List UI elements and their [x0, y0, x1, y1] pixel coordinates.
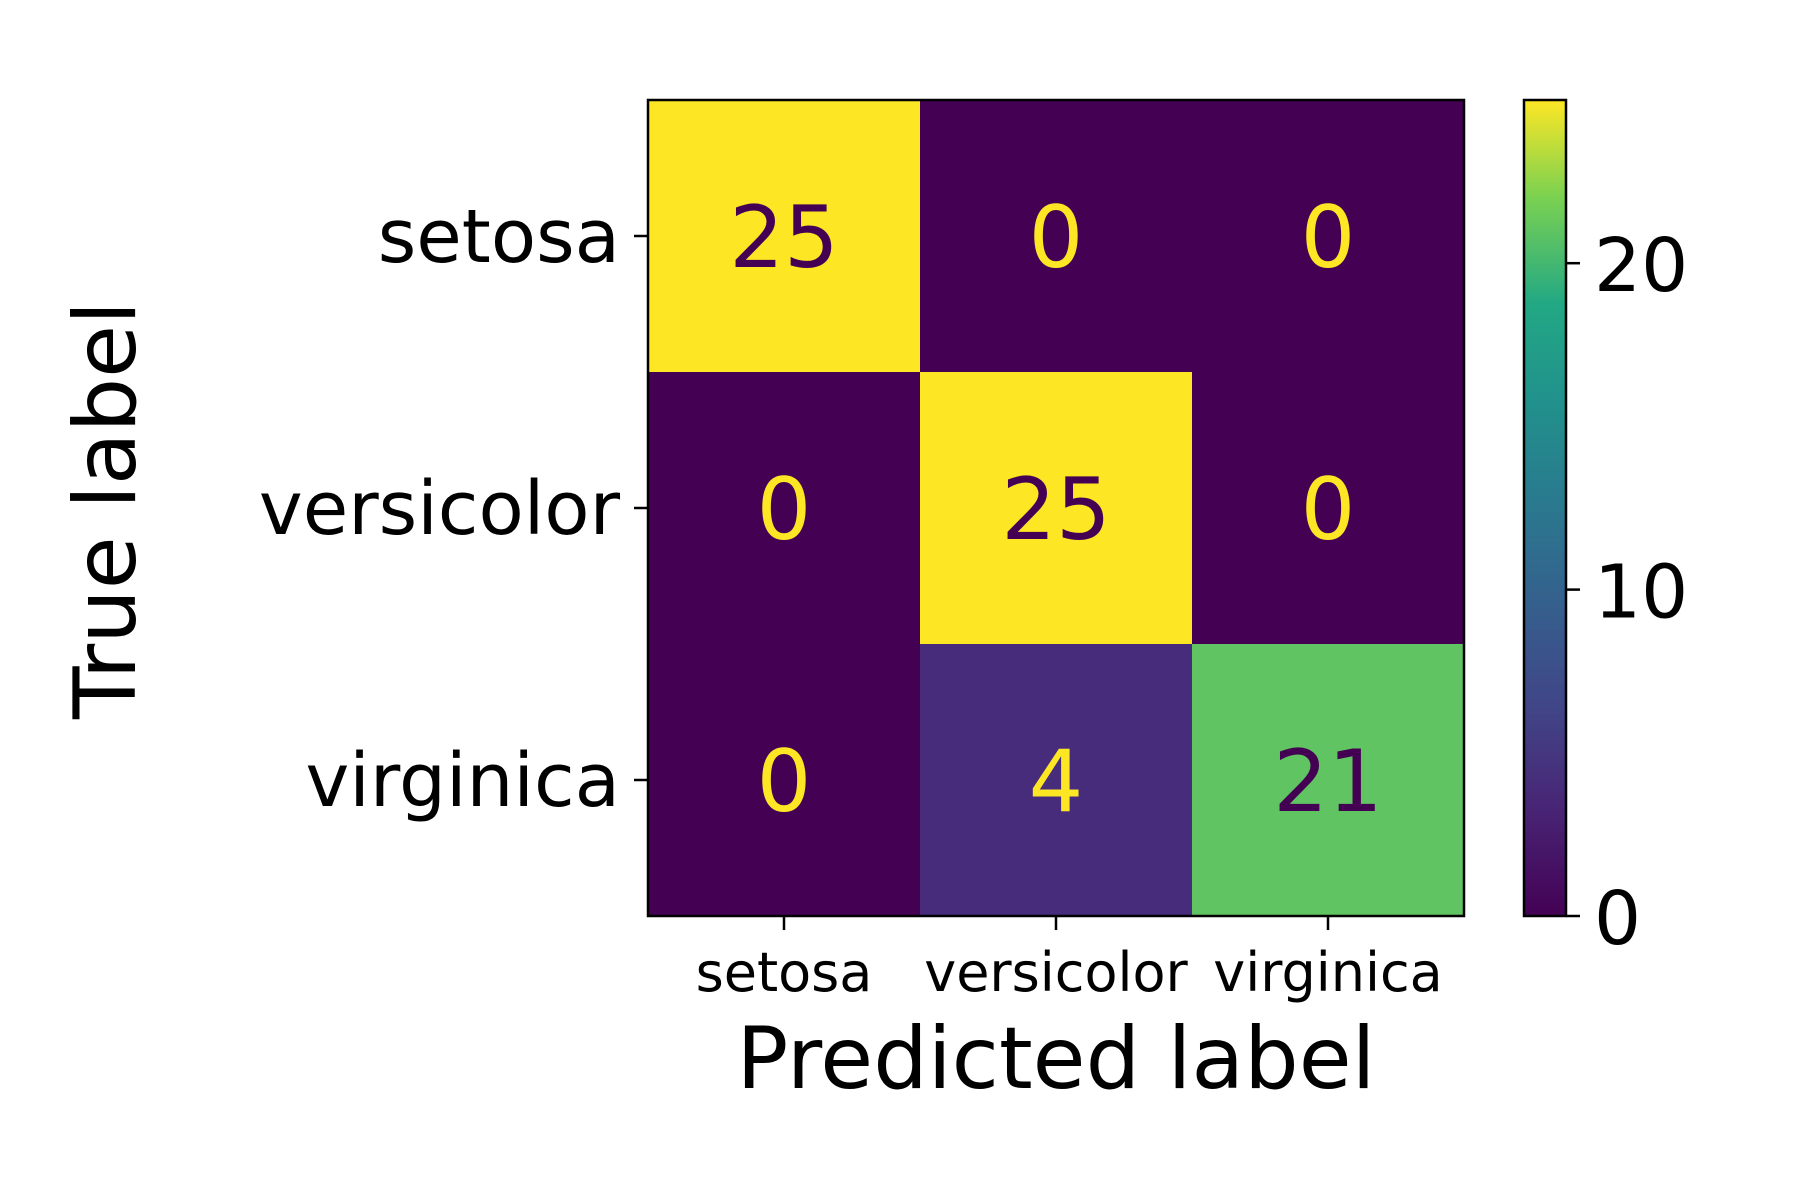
- heatmap-cell: [920, 100, 1192, 372]
- heatmap-cell: [1192, 100, 1464, 372]
- y-ticks: setosa versicolor virginica: [259, 194, 648, 824]
- cell-value-label: 25: [729, 188, 838, 288]
- heatmap-cell: [648, 372, 920, 644]
- cell-value-label: 0: [1029, 188, 1084, 288]
- x-tick-label: setosa: [696, 941, 873, 1004]
- cell-value-label: 0: [757, 460, 812, 560]
- y-axis-label: True label: [56, 301, 156, 720]
- heatmap-cell: [648, 100, 920, 372]
- x-tick-label: versicolor: [924, 941, 1188, 1004]
- heatmap-cell: [1192, 372, 1464, 644]
- y-tick-label: versicolor: [259, 466, 621, 552]
- cell-value-label: 21: [1273, 732, 1382, 832]
- heatmap-cells: [648, 100, 1464, 916]
- cell-value-label: 0: [757, 732, 812, 832]
- colorbar: [1522, 98, 1568, 918]
- cell-value-label: 0: [1301, 460, 1356, 560]
- heatmap-cell: [920, 372, 1192, 644]
- y-tick-label: virginica: [306, 738, 621, 824]
- x-tick-label: virginica: [1213, 941, 1443, 1004]
- heatmap-cell: [920, 644, 1192, 916]
- colorbar-ticks: 0 10 20: [1566, 223, 1688, 962]
- heatmap-cell: [1192, 644, 1464, 916]
- x-axis-label: Predicted label: [736, 1009, 1375, 1109]
- cell-value-label: 0: [1301, 188, 1356, 288]
- x-ticks: setosa versicolor virginica: [696, 916, 1443, 1004]
- y-tick-label: setosa: [378, 194, 620, 280]
- cell-value-label: 4: [1029, 732, 1084, 832]
- colorbar-tick-label: 10: [1594, 550, 1688, 636]
- colorbar-tick-label: 20: [1594, 223, 1688, 309]
- colorbar-tick-label: 0: [1594, 876, 1641, 962]
- cell-value-label: 25: [1001, 460, 1110, 560]
- heatmap-cell: [648, 644, 920, 916]
- heatmap-cell-labels: 25 0 0 0 25 0 0 4 21: [729, 188, 1382, 832]
